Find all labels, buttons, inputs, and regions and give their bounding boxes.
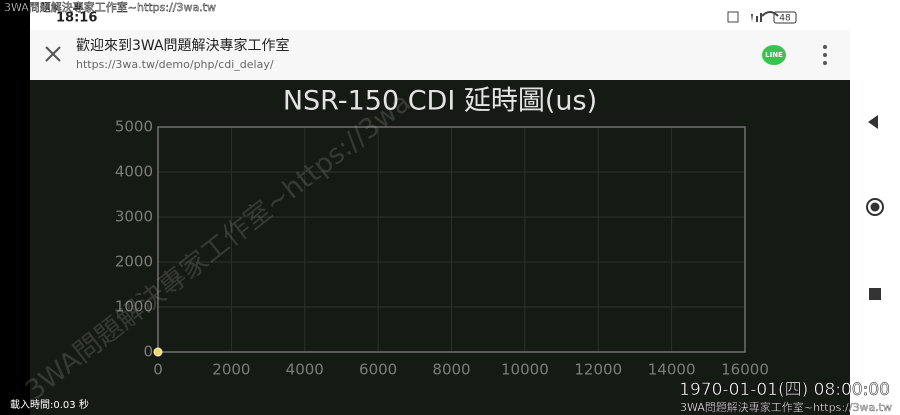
battery-level: 48 <box>779 14 791 24</box>
line-share-button[interactable]: LINE <box>762 45 786 65</box>
load-time: 載入時間:0.03 秒 <box>10 398 89 411</box>
page-title: 歡迎來到3WA問題解決專家工作室 <box>76 37 290 54</box>
signal-icon <box>751 13 762 22</box>
plot-border <box>157 126 746 353</box>
y-tick-label: 1000 <box>115 298 153 316</box>
x-tick-label: 16000 <box>721 361 769 379</box>
page-url[interactable]: https://3wa.tw/demo/php/cdi_delay/ <box>76 58 274 71</box>
battery-icon <box>773 11 797 24</box>
x-tick-label: 10000 <box>501 361 549 379</box>
menu-button[interactable] <box>823 45 827 65</box>
status-time: 18:16 <box>56 11 97 26</box>
wifi-icon <box>761 11 779 17</box>
home-button[interactable] <box>866 198 884 216</box>
close-button[interactable] <box>45 46 61 62</box>
line-label[interactable]: LINE <box>765 51 783 59</box>
y-tick-label: 5000 <box>115 118 153 136</box>
y-tick-label: 4000 <box>115 163 153 181</box>
x-tick-label: 2000 <box>212 361 250 379</box>
overlay-footer: 3WA問題解決專家工作室~https://3wa.tw <box>680 400 892 414</box>
x-tick-label: 4000 <box>286 361 324 379</box>
data-point <box>153 347 163 357</box>
left-bar <box>0 0 30 415</box>
chart-area <box>30 80 850 415</box>
recents-button[interactable] <box>869 288 881 300</box>
x-tick-label: 6000 <box>359 361 397 379</box>
datetime: 1970-01-01(四) 08:00:00 <box>679 380 890 400</box>
x-tick-label: 8000 <box>432 361 470 379</box>
y-tick-label: 0 <box>143 343 153 361</box>
browser-toolbar <box>30 30 850 80</box>
x-tick-label: 0 <box>153 361 163 379</box>
status-bar <box>30 0 850 30</box>
x-tick-label: 12000 <box>574 361 622 379</box>
y-tick-label: 3000 <box>115 208 153 226</box>
y-tick-label: 2000 <box>115 253 153 271</box>
back-button[interactable] <box>868 115 878 129</box>
home-dot <box>870 202 880 212</box>
x-tick-label: 14000 <box>648 361 696 379</box>
line-icon[interactable] <box>762 45 786 65</box>
alarm-icon <box>727 11 739 23</box>
overlay-top-left: 3WA問題解決專家工作室~https://3wa.tw <box>4 0 216 14</box>
chart-title: NSR-150 CDI 延時圖(us) <box>283 86 597 117</box>
